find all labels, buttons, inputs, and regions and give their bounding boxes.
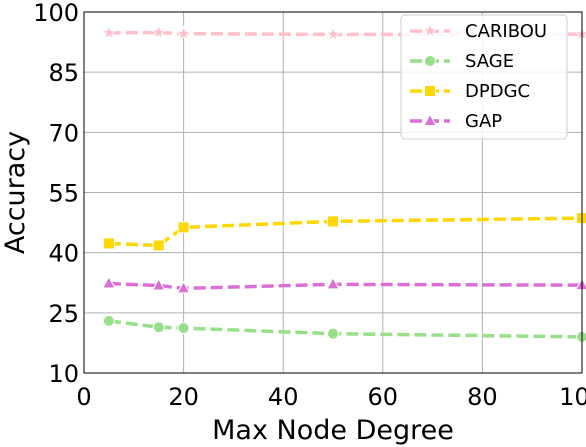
x-tick-label: 80 [467,383,498,411]
y-tick-label: 100 [33,0,79,27]
y-tick-label: 85 [48,59,79,87]
y-tick-label: 40 [48,240,79,268]
legend-marker-gap [423,113,437,126]
series-line-dpdgc [108,216,583,248]
data-point-sage [152,321,165,334]
x-tick-label: 60 [368,383,399,411]
y-axis-label: Accuracy [0,131,31,254]
y-tick-label: 55 [48,180,79,208]
data-point-gap [102,276,116,289]
data-point-sage [102,314,115,327]
x-tick-label: 100 [559,383,586,411]
data-point-gap [326,276,340,290]
legend-label-sage: SAGE [465,51,514,72]
data-point-dpdgc [177,221,190,234]
plot-frame [83,11,583,374]
data-point-caribou [150,24,167,40]
legend-label-gap: GAP [465,111,502,132]
legend-label-caribou: CARIBOU [465,21,547,42]
legend-marker-sage [424,55,436,67]
data-point-sage [576,330,586,343]
data-point-caribou [175,25,192,41]
tick-labels: 0 20 40 60 80 100 10 25 40 55 70 85 100 [33,0,586,411]
legend-entry-gap: GAP [410,111,502,132]
series-line-gap [108,281,583,291]
data-point-caribou [100,24,117,40]
data-point-dpdgc [152,239,165,252]
data-point-dpdgc [576,212,586,225]
legend-box [400,14,568,140]
legend-marker-caribou [422,22,438,38]
data-point-caribou [574,25,586,41]
data-point-dpdgc [102,237,115,250]
series-dpdgc [102,212,586,252]
legend-marker-dpdgc [424,85,436,97]
data-point-sage [327,327,339,340]
legend-entry-caribou: CARIBOU [410,21,547,42]
legend: CARIBOU SAGE DPDGC GAP [400,14,568,140]
x-tick-label: 0 [76,383,91,411]
legend-entry-sage: SAGE [410,51,514,72]
data-point-gap [151,278,166,291]
legend-label-dpdgc: DPDGC [465,81,530,102]
y-tick-label: 25 [48,300,79,328]
x-tick-label: 40 [268,383,299,411]
series-gap [102,276,586,294]
data-point-sage [177,322,190,335]
series-sage [102,314,586,343]
y-tick-label: 10 [48,360,79,388]
data-point-dpdgc [327,215,339,228]
legend-entry-dpdgc: DPDGC [410,81,530,102]
x-tick-label: 20 [168,383,199,411]
data-point-caribou [325,26,341,42]
y-tick-label: 70 [48,119,79,147]
x-axis-label: Max Node Degree [212,415,454,446]
data-point-gap [176,280,191,294]
